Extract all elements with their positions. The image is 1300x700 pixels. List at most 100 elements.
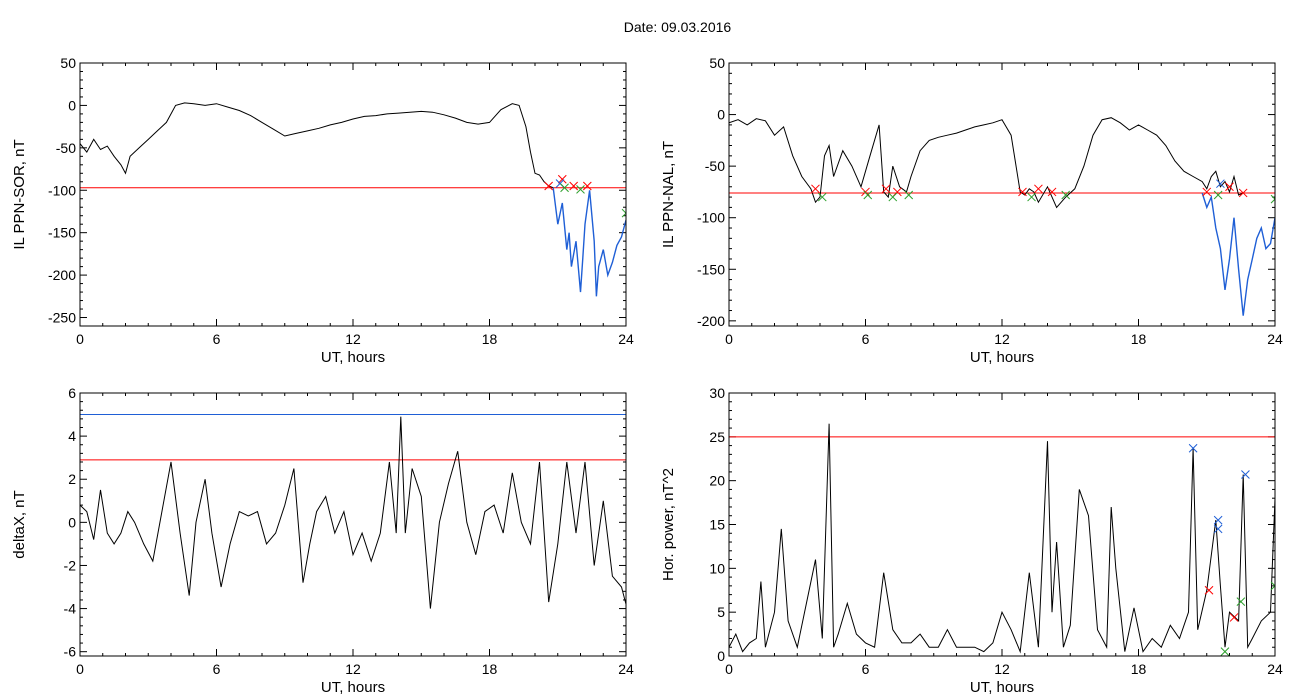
series-line: [552, 187, 626, 297]
y-tick-label: 2: [68, 471, 76, 487]
marker-x: [544, 181, 554, 191]
marker-stroke: [576, 185, 585, 194]
marker-x: [1238, 188, 1248, 198]
marker-x: [1229, 613, 1239, 622]
y-tick-label: 15: [709, 517, 725, 533]
marker-x: [1018, 187, 1027, 197]
marker-stroke: [861, 187, 870, 197]
marker-stroke: [1238, 188, 1248, 198]
x-tick-label: 24: [618, 331, 634, 347]
marker-stroke: [881, 184, 891, 194]
marker-x: [1202, 187, 1212, 197]
marker-x: [1204, 585, 1214, 595]
x-tick-label: 18: [1131, 331, 1147, 347]
y-tick-label: 0: [717, 648, 725, 664]
y-tick-label: 10: [709, 560, 725, 576]
x-tick-label: 0: [76, 331, 84, 347]
marker-stroke: [621, 212, 626, 218]
marker-stroke: [1047, 187, 1057, 197]
marker-stroke: [1229, 613, 1239, 622]
marker-x: [1061, 190, 1071, 200]
marker-x: [1241, 470, 1250, 479]
chart-panel-p3: 0 6 12 18 24 6 4 2 0 -2 -4 -6 UT, hours deltaX, nT: [11, 385, 634, 696]
x-tick-label: 12: [345, 661, 361, 677]
y-tick-label: -200: [697, 313, 725, 329]
marker-x: [811, 184, 820, 194]
series-line: [80, 102, 554, 189]
marker-stroke: [811, 184, 820, 194]
x-axis-title: UT, hours: [321, 349, 385, 366]
y-tick-label: -250: [48, 310, 76, 326]
marker-stroke: [1188, 443, 1198, 453]
marker-stroke: [1241, 470, 1250, 479]
x-tick-label: 18: [482, 331, 498, 347]
marker-stroke: [621, 208, 626, 214]
marker-stroke: [582, 181, 592, 191]
plot-area: [80, 102, 626, 297]
marker-x: [1220, 647, 1230, 656]
chart-panel-p2: 0 6 12 18 24 50 0 -50 -100 -150 -200 UT, hours IL PP…: [660, 55, 1283, 366]
marker-x: [1047, 187, 1057, 197]
y-tick-label: 4: [68, 428, 76, 444]
series-line: [1201, 192, 1275, 316]
chart-panel-p1: 0 6 12 18 24 50 0 -50 -100 -150 -200 -250 UT, hours I…: [11, 55, 634, 366]
x-tick-label: 0: [76, 661, 84, 677]
y-tick-label: -100: [697, 210, 725, 226]
chart-panel-p4: 0 6 12 18 24 30 25 20 15 10 5 0 UT, hours Hor. power,…: [660, 385, 1283, 696]
marker-x: [1213, 515, 1223, 525]
marker-stroke: [1213, 515, 1223, 525]
marker-x: [1213, 524, 1223, 534]
marker-stroke: [1204, 585, 1214, 595]
x-tick-label: 6: [862, 331, 870, 347]
marker-x: [576, 185, 585, 194]
marker-x: [1236, 597, 1246, 607]
y-tick-label: 0: [68, 97, 76, 113]
y-axis-title: deltaX, nT: [11, 490, 28, 558]
marker-stroke: [1202, 187, 1212, 197]
y-tick-label: -100: [48, 182, 76, 198]
marker-x: [881, 184, 891, 194]
marker-x: [1225, 182, 1234, 192]
plot-area: [729, 117, 1275, 316]
marker-stroke: [1270, 194, 1275, 200]
series-line: [729, 117, 1244, 209]
plot-area: [729, 423, 1275, 656]
x-axis-title: UT, hours: [970, 349, 1034, 366]
y-tick-label: -6: [64, 644, 77, 660]
marker-stroke: [1213, 190, 1223, 200]
marker-x: [888, 192, 898, 202]
marker-x: [1188, 443, 1198, 453]
x-tick-label: 6: [862, 661, 870, 677]
marker-x: [569, 181, 579, 191]
marker-x: [1270, 194, 1275, 204]
x-tick-label: 6: [213, 331, 221, 347]
marker-x: [560, 183, 569, 193]
y-axis-title: Hor. power, nT^2: [660, 468, 677, 581]
plot-area: [80, 414, 626, 609]
x-tick-label: 18: [1131, 661, 1147, 677]
marker-x: [1213, 190, 1223, 200]
marker-stroke: [557, 174, 567, 184]
marker-stroke: [1270, 585, 1275, 591]
y-tick-label: 50: [60, 55, 76, 71]
marker-stroke: [1270, 198, 1275, 204]
page-title: Date: 09.03.2016: [623, 19, 732, 35]
y-tick-label: -4: [64, 601, 77, 617]
marker-stroke: [888, 192, 898, 202]
marker-stroke: [1236, 597, 1246, 607]
y-tick-label: 5: [717, 604, 725, 620]
marker-stroke: [1018, 187, 1027, 197]
marker-stroke: [569, 181, 579, 191]
y-tick-label: -150: [48, 225, 76, 241]
x-axis-title: UT, hours: [970, 679, 1034, 696]
marker-stroke: [1034, 184, 1043, 194]
plot-frame: [79, 392, 627, 657]
plot-frame: [728, 392, 1276, 657]
y-axis-title: IL PPN-SOR, nT: [11, 139, 28, 249]
marker-stroke: [1213, 524, 1223, 534]
series-line: [729, 423, 1275, 654]
y-tick-label: 50: [709, 55, 725, 71]
x-tick-label: 18: [482, 661, 498, 677]
x-tick-label: 12: [994, 331, 1010, 347]
